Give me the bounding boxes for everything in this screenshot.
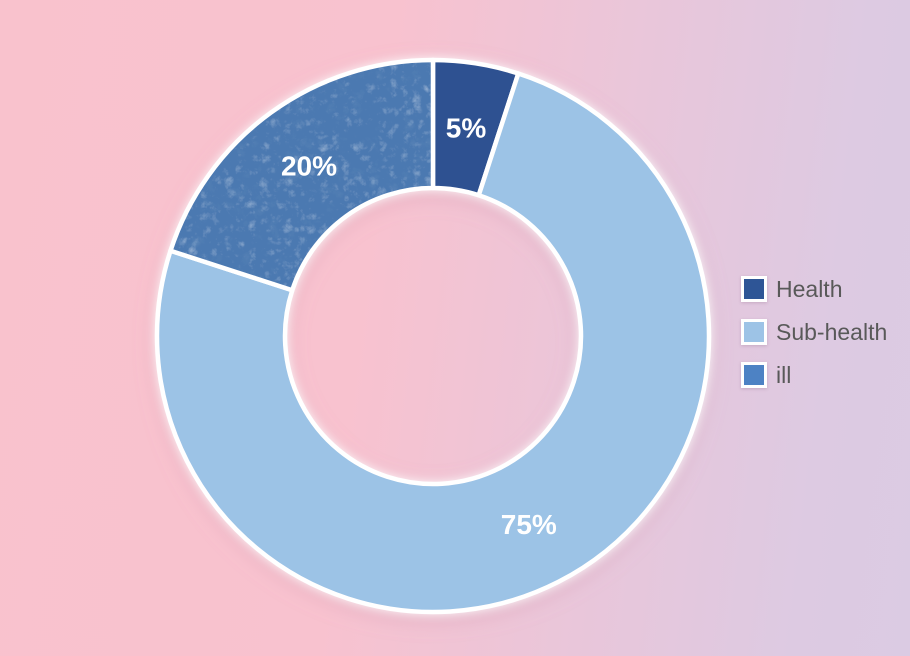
legend-item-ill: ill — [741, 362, 887, 388]
pie-slice-ill-texture-dark — [170, 60, 433, 291]
legend-swatch-ill — [741, 362, 767, 388]
pie-slice-sub-health-border — [154, 71, 712, 615]
pie-label-health: 5% — [446, 113, 487, 144]
legend-swatch-health — [741, 276, 767, 302]
legend-label-sub-health: Sub-health — [776, 319, 888, 345]
pie-label-ill: 20% — [281, 150, 337, 181]
chart-legend: Health Sub-health ill — [741, 276, 887, 388]
legend-swatch-sub-health — [741, 319, 767, 345]
donut-slices-group — [154, 57, 712, 615]
legend-label-ill: ill — [776, 362, 792, 388]
pie-slice-ill-border — [168, 57, 436, 293]
legend-item-health: Health — [741, 276, 887, 302]
pie-slice-sub-health — [156, 73, 709, 612]
donut-labels-group: 5% 75% 20% — [281, 113, 557, 540]
pie-slice-health — [433, 60, 519, 196]
legend-item-sub-health: Sub-health — [741, 319, 887, 345]
legend-label-health: Health — [776, 276, 843, 302]
pie-label-sub-health: 75% — [501, 509, 557, 540]
